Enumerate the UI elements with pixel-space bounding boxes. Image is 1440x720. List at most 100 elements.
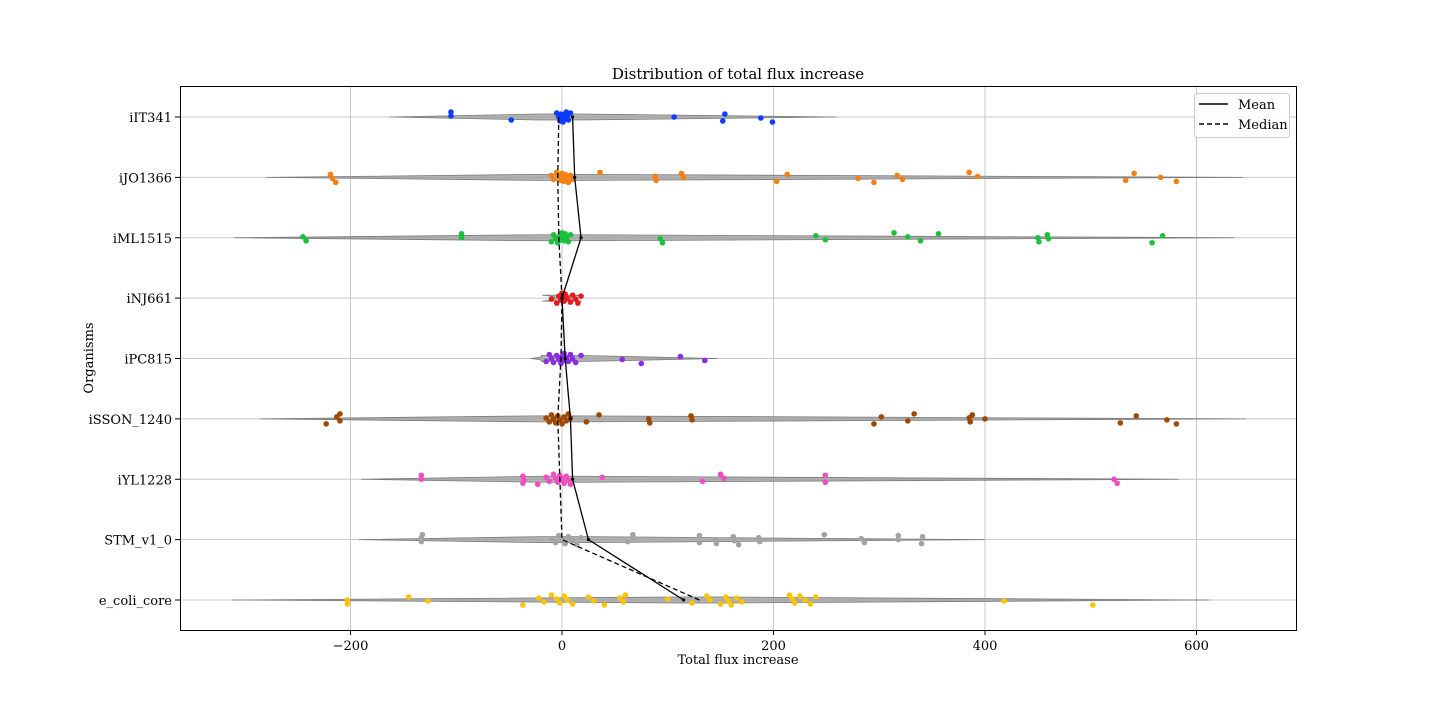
data-point	[917, 237, 924, 244]
y-tick-label: iML1515	[113, 232, 172, 247]
violin-body	[259, 415, 1247, 423]
data-point	[601, 602, 608, 608]
data-point	[646, 420, 653, 426]
data-point	[638, 360, 645, 367]
data-point	[822, 472, 829, 479]
data-point	[585, 594, 592, 600]
data-point	[769, 119, 776, 125]
data-point	[735, 541, 742, 548]
x-tick-label: 400	[973, 639, 998, 654]
data-point	[332, 179, 339, 186]
data-point	[559, 536, 565, 543]
data-point	[894, 172, 901, 179]
data-point	[713, 540, 720, 547]
data-point	[578, 534, 584, 541]
data-point	[543, 358, 549, 365]
data-point	[855, 175, 861, 182]
plot-area: −200 0 200 400 600 iIT341 iJO1366 iML1515 iNJ66…	[89, 86, 1297, 654]
data-point	[773, 178, 780, 185]
data-point	[418, 472, 425, 479]
data-point	[1122, 177, 1129, 184]
data-point	[567, 231, 574, 238]
data-point	[813, 232, 819, 239]
data-point	[574, 541, 580, 548]
data-point	[569, 355, 576, 362]
data-point	[424, 598, 431, 604]
data-point	[508, 117, 515, 123]
data-point	[548, 296, 555, 302]
data-point	[418, 476, 425, 483]
data-point	[720, 475, 727, 482]
violin-body	[358, 536, 986, 544]
data-point	[1036, 238, 1042, 245]
data-point	[786, 592, 793, 598]
data-point	[541, 599, 547, 605]
data-point	[813, 594, 819, 600]
data-point	[337, 411, 343, 417]
data-point	[895, 532, 902, 539]
data-point	[696, 539, 703, 546]
summary-lines	[557, 115, 700, 602]
data-point	[966, 169, 972, 176]
data-point	[982, 416, 988, 422]
data-point	[974, 173, 981, 180]
data-point	[1173, 421, 1180, 427]
data-point	[624, 538, 631, 545]
data-point	[871, 421, 877, 427]
data-point	[1131, 170, 1137, 177]
data-point	[717, 601, 724, 607]
data-point	[565, 533, 572, 540]
data-point	[822, 479, 829, 486]
data-point	[329, 175, 336, 182]
data-point	[458, 230, 465, 237]
data-point	[552, 539, 559, 546]
data-point	[689, 417, 695, 423]
data-point	[583, 419, 590, 425]
data-point	[569, 292, 576, 298]
data-point	[458, 234, 465, 241]
data-point	[861, 539, 868, 546]
data-point	[821, 531, 828, 538]
data-point	[899, 176, 906, 183]
data-point	[1159, 232, 1166, 239]
data-point	[689, 600, 695, 606]
data-point	[733, 595, 740, 601]
data-point	[575, 300, 581, 306]
data-point	[905, 418, 911, 424]
data-point	[405, 594, 412, 600]
mean-marker	[682, 598, 686, 602]
data-point	[784, 171, 791, 178]
data-point	[597, 169, 603, 176]
data-point	[418, 538, 425, 545]
data-point	[717, 471, 724, 478]
data-point	[1111, 476, 1117, 483]
y-tick-label: iYL1228	[118, 473, 172, 488]
data-point	[617, 595, 623, 601]
data-point	[758, 115, 764, 121]
legend-mean-label: Mean	[1238, 98, 1276, 113]
data-point	[535, 595, 542, 601]
data-point	[567, 299, 574, 305]
data-point	[911, 411, 917, 417]
violin-body	[234, 234, 1235, 242]
y-axis-ticks: iIT341 iJO1366 iML1515 iNJ661 iPC815 iSSON_12…	[89, 111, 180, 609]
mean-marker	[573, 175, 577, 179]
data-point	[791, 600, 798, 606]
data-point	[731, 537, 738, 544]
data-point	[448, 109, 454, 115]
data-point	[564, 295, 571, 301]
data-point	[802, 597, 809, 603]
data-point	[1045, 235, 1052, 242]
data-point	[578, 352, 584, 359]
data-point	[565, 238, 572, 245]
data-point	[565, 358, 572, 365]
data-point	[725, 598, 731, 604]
data-point	[552, 420, 559, 426]
data-point	[664, 596, 671, 602]
data-point	[563, 418, 570, 424]
data-point	[572, 359, 579, 366]
data-point	[344, 601, 351, 607]
data-point	[556, 532, 562, 539]
data-point	[550, 176, 557, 183]
data-point	[567, 481, 574, 488]
